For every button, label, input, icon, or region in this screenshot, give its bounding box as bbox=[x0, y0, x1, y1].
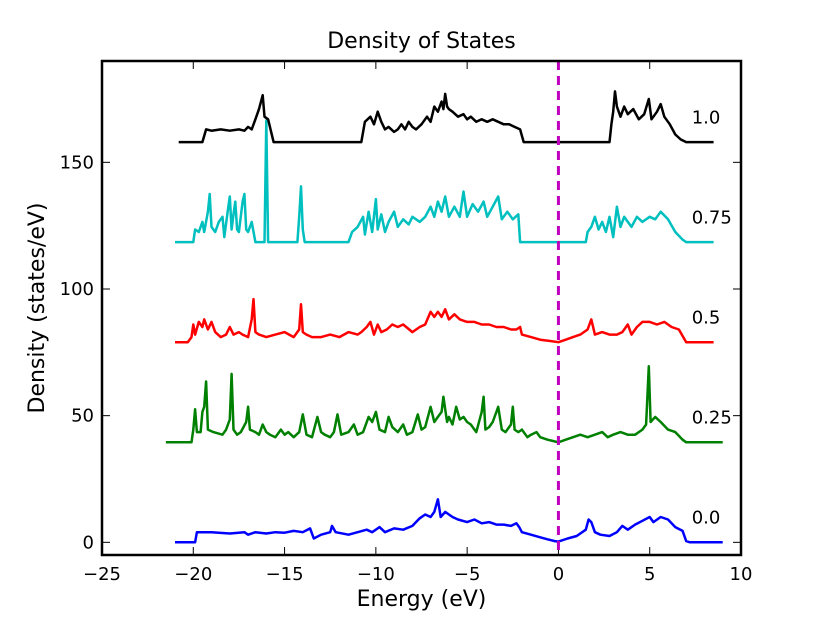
y-tick-label: 150 bbox=[60, 152, 94, 173]
y-tick-label: 0 bbox=[83, 532, 94, 553]
x-tick-label: −10 bbox=[357, 564, 395, 585]
series-label: 0.5 bbox=[692, 307, 721, 328]
chart-title: Density of States bbox=[327, 29, 516, 54]
x-axis-label: Energy (eV) bbox=[357, 587, 487, 612]
y-tick-label: 100 bbox=[60, 279, 94, 300]
series-line-0-5 bbox=[175, 297, 714, 344]
plot-frame bbox=[100, 59, 743, 557]
x-tick-label: −20 bbox=[174, 564, 212, 585]
x-tick-label: −15 bbox=[266, 564, 304, 585]
series-label: 1.0 bbox=[692, 107, 721, 128]
x-tick-label: 5 bbox=[644, 564, 655, 585]
series-label: 0.75 bbox=[692, 207, 732, 228]
series-line-0-75 bbox=[175, 119, 714, 244]
series-line-1-0 bbox=[178, 90, 714, 144]
series-line-0-25 bbox=[165, 365, 723, 444]
series-line-0-0 bbox=[175, 498, 723, 544]
series-label: 0.0 bbox=[692, 508, 721, 529]
x-tick-label: −5 bbox=[454, 564, 481, 585]
series-label: 0.25 bbox=[692, 407, 732, 428]
series-labels: 0.0 0.25 0.5 0.75 1.0 bbox=[692, 107, 732, 528]
x-tick-label: −25 bbox=[83, 564, 121, 585]
x-tick-label: 0 bbox=[553, 564, 564, 585]
y-tick-label: 50 bbox=[71, 406, 94, 427]
y-axis-label: Density (states/eV) bbox=[25, 203, 50, 414]
x-tick-label: 10 bbox=[730, 564, 753, 585]
chart-series bbox=[165, 90, 723, 544]
